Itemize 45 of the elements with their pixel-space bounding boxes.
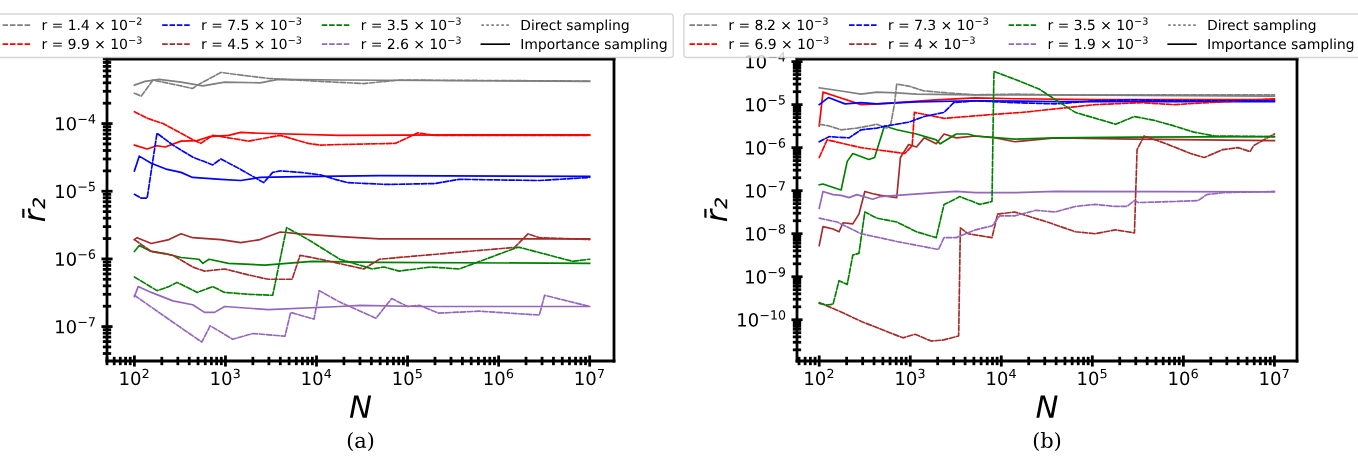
y-tick-label: 10$^{−6}$ <box>56 249 96 266</box>
x-tick-label: 10$^{3}$ <box>896 368 925 386</box>
x-tick-label: 10$^{6}$ <box>484 368 514 386</box>
legend-label: Importance sampling <box>1208 38 1354 52</box>
legend-label: r = 1.4 × 10$^{−2}$ <box>42 17 142 31</box>
legend-label: Direct sampling <box>521 19 629 33</box>
legend-label: r = 7.3 × 10$^{−3}$ <box>889 17 989 31</box>
y-tick-label: 10$^{−9}$ <box>746 267 786 284</box>
x-tick-label: 10$^{2}$ <box>805 368 834 386</box>
x-tick-label: 10$^{7}$ <box>1260 368 1289 386</box>
x-tick-label: 10$^{3}$ <box>211 368 240 386</box>
y-axis-title: r̄₂ <box>22 198 46 222</box>
legend-label: r = 1.9 × 10$^{−3}$ <box>1048 36 1148 50</box>
legend-label: r = 8.2 × 10$^{−3}$ <box>729 17 828 31</box>
legend-label: r = 4.5 × 10$^{−3}$ <box>202 36 302 50</box>
y-tick-label: 10$^{−4}$ <box>746 52 786 69</box>
legend-label: Direct sampling <box>1208 19 1316 33</box>
x-tick-label: 10$^{6}$ <box>1169 368 1198 386</box>
x-tick-label: 10$^{4}$ <box>987 368 1016 386</box>
legend-label: r = 2.6 × 10$^{−3}$ <box>361 36 461 50</box>
y-tick-label: 10$^{−6}$ <box>746 138 786 155</box>
y-tick-label: 10$^{−7}$ <box>56 317 95 334</box>
y-tick-label: 10$^{−10}$ <box>738 310 786 327</box>
x-tick-label: 10$^{2}$ <box>120 368 149 386</box>
y-tick-label: 10$^{−7}$ <box>746 181 785 198</box>
x-tick-label: 10$^{5}$ <box>393 368 422 386</box>
legend-label: r = 4 × 10$^{−3}$ <box>889 36 975 50</box>
text: (a) <box>347 431 374 452</box>
y-tick-label: 10$^{−4}$ <box>56 114 96 131</box>
legend-label: Importance sampling <box>521 38 667 52</box>
y-tick-label: 10$^{−8}$ <box>746 224 786 241</box>
legend-label: r = 3.5 × 10$^{−3}$ <box>1048 17 1148 31</box>
text: (b) <box>1033 431 1061 452</box>
x-axis-title: N <box>349 395 372 418</box>
y-tick-label: 10$^{−5}$ <box>746 95 785 112</box>
x-tick-label: 10$^{5}$ <box>1078 368 1107 386</box>
y-axis-title: r̄₂ <box>704 198 728 222</box>
x-axis-title: N <box>1036 395 1058 418</box>
legend-label: r = 9.9 × 10$^{−3}$ <box>42 36 142 50</box>
legend-label: r = 7.5 × 10$^{−3}$ <box>202 17 302 31</box>
legend-label: r = 3.5 × 10$^{−3}$ <box>361 17 461 31</box>
x-tick-label: 10$^{7}$ <box>575 368 604 386</box>
x-tick-label: 10$^{4}$ <box>302 368 332 386</box>
legend-label: r = 6.9 × 10$^{−3}$ <box>729 36 829 50</box>
y-tick-label: 10$^{−5}$ <box>56 181 95 199</box>
